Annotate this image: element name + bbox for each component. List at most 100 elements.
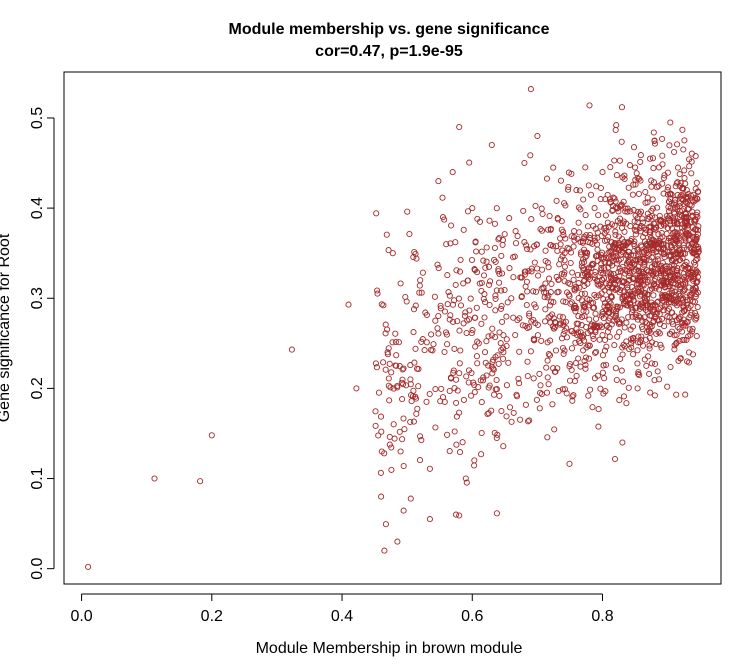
data-point: [630, 252, 637, 259]
data-point: [524, 358, 531, 365]
data-point: [377, 469, 384, 476]
data-point: [431, 293, 438, 300]
data-point: [505, 359, 512, 366]
data-point: [449, 169, 456, 176]
data-point: [534, 332, 541, 339]
data-point: [559, 344, 567, 352]
data-point: [561, 263, 568, 270]
data-point: [674, 141, 681, 148]
data-point: [530, 375, 537, 382]
data-point: [474, 360, 481, 367]
data-point: [649, 237, 656, 244]
data-point: [407, 418, 414, 426]
data-point: [587, 386, 594, 393]
data-point: [545, 381, 552, 388]
data-point: [646, 213, 653, 220]
data-point: [634, 360, 641, 367]
data-point: [658, 344, 665, 351]
data-point: [574, 329, 581, 336]
data-point: [388, 369, 395, 376]
data-point: [486, 217, 493, 224]
data-point: [619, 378, 627, 385]
data-point: [591, 291, 598, 298]
data-point: [612, 256, 620, 263]
data-point: [595, 423, 602, 430]
data-point: [497, 340, 504, 347]
data-point: [589, 404, 596, 411]
data-point: [663, 262, 670, 270]
data-point: [531, 259, 538, 266]
data-point: [586, 316, 593, 323]
data-point: [663, 212, 670, 220]
data-point: [512, 331, 519, 339]
data-point: [438, 385, 445, 392]
y-axis: 0.0 0.1 0.2 0.3 0.4 0.5: [29, 107, 55, 580]
data-point: [568, 299, 575, 306]
data-point: [545, 351, 552, 358]
data-point: [426, 465, 433, 472]
data-point: [676, 171, 683, 178]
data-point: [418, 289, 425, 296]
data-point: [594, 229, 601, 236]
data-point: [684, 301, 691, 308]
data-point: [680, 192, 687, 199]
data-point: [599, 332, 606, 339]
data-point: [656, 330, 663, 337]
data-point: [426, 516, 433, 523]
data-point: [610, 270, 617, 277]
data-point: [390, 385, 397, 392]
data-point: [583, 232, 590, 239]
data-point: [392, 330, 399, 337]
data-point: [542, 318, 549, 325]
data-point: [466, 316, 473, 323]
data-point: [453, 441, 460, 448]
data-point: [573, 372, 580, 379]
data-point: [571, 302, 578, 310]
data-point: [418, 437, 425, 444]
data-point: [586, 296, 593, 303]
data-point: [447, 312, 454, 319]
data-point: [443, 241, 450, 248]
data-point: [671, 346, 678, 353]
data-point: [472, 343, 479, 350]
data-point: [577, 363, 584, 370]
data-point: [532, 320, 539, 327]
data-point: [400, 507, 407, 514]
data-point: [601, 303, 608, 310]
data-point: [637, 177, 644, 184]
data-point: [622, 205, 629, 212]
data-point: [538, 227, 546, 234]
data-point: [401, 426, 408, 433]
data-point: [645, 328, 653, 335]
data-point: [571, 228, 578, 235]
data-point: [683, 246, 690, 253]
data-point: [625, 273, 632, 280]
data-point: [674, 232, 681, 239]
data-point: [683, 231, 690, 238]
data-point: [637, 258, 644, 265]
data-point: [597, 385, 604, 392]
data-point: [536, 370, 543, 377]
data-point: [557, 235, 564, 242]
data-point: [498, 287, 505, 294]
data-point: [613, 376, 620, 384]
data-point: [482, 359, 489, 366]
data-point: [636, 372, 643, 379]
data-point: [462, 309, 469, 316]
data-point: [515, 375, 522, 382]
data-point: [85, 563, 92, 570]
data-point: [532, 288, 540, 295]
data-point: [662, 220, 669, 227]
data-point: [522, 283, 529, 290]
data-point: [669, 277, 676, 284]
data-point: [654, 252, 661, 259]
data-point: [570, 276, 577, 283]
data-point: [538, 205, 545, 212]
data-point: [597, 196, 604, 203]
data-point: [504, 299, 511, 306]
data-point: [694, 227, 702, 234]
data-point: [630, 334, 637, 341]
data-point: [611, 157, 618, 164]
data-point: [669, 268, 676, 275]
data-point: [666, 330, 673, 337]
